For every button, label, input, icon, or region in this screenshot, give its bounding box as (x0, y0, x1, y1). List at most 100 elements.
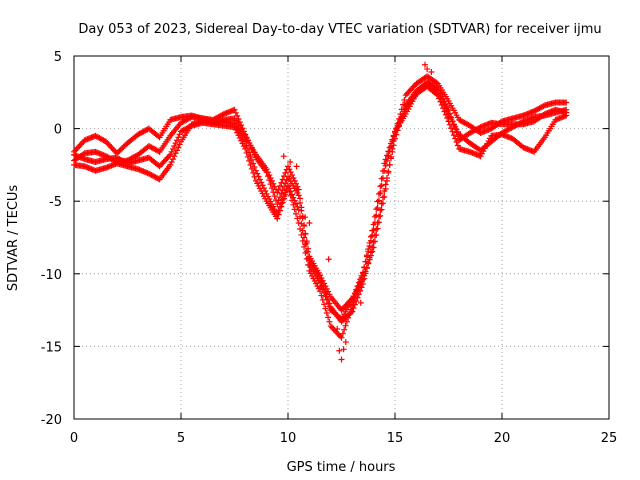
data-point (374, 204, 381, 211)
y-tick-label: -5 (49, 195, 62, 210)
data-point (397, 116, 404, 123)
data-point (297, 195, 304, 202)
y-tick-label: 0 (54, 123, 62, 138)
data-point (176, 131, 183, 138)
data-point (298, 231, 305, 238)
data-point (282, 169, 289, 176)
data-point (306, 219, 313, 226)
data-point (259, 182, 266, 189)
data-point (338, 334, 345, 341)
data-point (289, 197, 296, 204)
data-point (387, 140, 394, 147)
data-point (349, 308, 356, 315)
data-point (367, 249, 374, 256)
data-point (168, 148, 175, 155)
data-point (290, 174, 297, 181)
data-point (287, 192, 294, 199)
data-point (339, 330, 346, 337)
data-point (295, 219, 302, 226)
data-point (359, 270, 366, 277)
data-point (370, 221, 377, 228)
data-point (334, 325, 341, 332)
data-point (362, 258, 369, 265)
data-point (274, 215, 281, 222)
data-point (231, 124, 238, 131)
data-point (449, 128, 456, 135)
data-point (294, 183, 301, 190)
data-point (383, 152, 390, 159)
data-point (382, 156, 389, 163)
data-point (187, 123, 194, 130)
x-tick-labels: 0 5 10 15 20 25 (70, 431, 617, 446)
data-point (379, 194, 386, 201)
data-point (351, 294, 358, 301)
data-point (285, 163, 291, 170)
data-point (175, 144, 182, 151)
data-point (401, 108, 408, 115)
data-point (349, 302, 356, 309)
data-point (236, 135, 243, 142)
data-point (370, 238, 377, 245)
data-point (392, 128, 398, 135)
data-point (298, 220, 305, 227)
data-point (289, 172, 296, 179)
data-point (280, 153, 287, 160)
data-point (318, 292, 325, 299)
data-point (274, 189, 281, 196)
data-point (338, 356, 345, 363)
data-point (319, 296, 326, 303)
data-point (353, 290, 360, 297)
data-point (440, 99, 447, 106)
data-point (168, 158, 175, 165)
data-point (401, 96, 408, 103)
data-point (358, 274, 365, 281)
x-axis-label: GPS time / hours (287, 460, 396, 475)
data-point (369, 227, 376, 234)
data-point (373, 206, 380, 213)
data-point (267, 174, 274, 181)
data-point (279, 199, 286, 206)
data-point (476, 124, 483, 131)
data-point (254, 170, 261, 177)
data-point (271, 193, 278, 200)
data-point (251, 173, 258, 180)
axis-ticks (73, 55, 610, 420)
data-point (302, 249, 309, 256)
y-tick-label: -20 (41, 413, 62, 428)
data-point (357, 287, 364, 294)
data-point (325, 256, 332, 263)
data-point (244, 153, 251, 160)
data-point (378, 175, 385, 182)
data-point (248, 165, 255, 172)
data-point (317, 283, 324, 290)
data-point (258, 179, 265, 186)
data-point (343, 318, 350, 325)
data-point (437, 93, 444, 100)
data-point (389, 136, 396, 143)
data-point (239, 140, 246, 147)
data-point (377, 183, 384, 190)
data-point (378, 200, 385, 207)
data-point (243, 142, 250, 149)
data-point (452, 135, 459, 142)
data-point (442, 105, 449, 112)
data-point (266, 172, 273, 179)
x-tick-label: 25 (601, 431, 618, 446)
data-point (428, 68, 435, 75)
data-point (386, 144, 393, 151)
data-point (355, 282, 362, 289)
data-point (274, 201, 281, 208)
data-point (275, 211, 282, 218)
data-point (232, 109, 239, 116)
data-point (351, 301, 358, 308)
data-point (400, 111, 407, 118)
data-point (305, 255, 312, 262)
data-point (280, 195, 287, 202)
data-point (271, 183, 278, 190)
data-point (453, 139, 460, 146)
data-point (290, 201, 297, 208)
data-point (373, 226, 380, 233)
data-point (378, 182, 385, 189)
data-points (71, 61, 570, 363)
